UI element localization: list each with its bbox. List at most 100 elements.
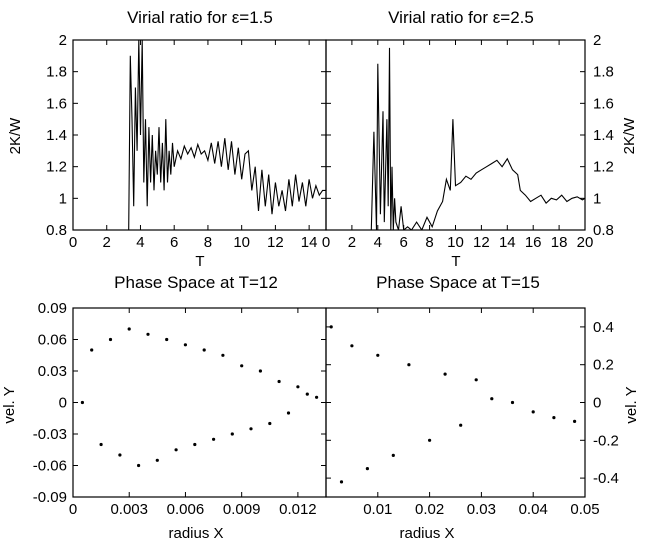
data-point bbox=[428, 438, 432, 442]
data-point bbox=[315, 395, 319, 399]
data-point bbox=[230, 432, 234, 436]
data-point bbox=[339, 480, 344, 484]
x-tick-label: 18 bbox=[551, 234, 568, 251]
x-tick-label: 8 bbox=[204, 234, 212, 251]
y-tick-label: 0 bbox=[593, 395, 601, 412]
title-virial-eps15: Virial ratio for ε=1.5 bbox=[127, 8, 273, 27]
data-point bbox=[108, 337, 113, 342]
x-tick-label: 4 bbox=[136, 234, 144, 251]
data-point bbox=[240, 364, 244, 368]
x-tick-label: 2 bbox=[103, 234, 111, 251]
title-phase-t15: Phase Space at T=15 bbox=[376, 273, 540, 292]
x-tick-label: 10 bbox=[233, 234, 250, 251]
data-point bbox=[137, 463, 141, 468]
xlabel-phase-t12: radius X bbox=[168, 525, 223, 541]
data-point bbox=[155, 458, 159, 462]
x-tick-label: 2 bbox=[348, 234, 356, 251]
y-tick-label: 2 bbox=[59, 32, 67, 49]
y-tick-label: 1.8 bbox=[46, 64, 67, 81]
x-tick-label: 0.006 bbox=[167, 501, 205, 518]
series-line bbox=[370, 47, 585, 230]
data-point bbox=[174, 448, 178, 452]
x-tick-label: 4 bbox=[374, 234, 382, 251]
y-tick-label: 0 bbox=[59, 395, 67, 412]
y-tick-label: -0.4 bbox=[593, 470, 619, 487]
data-point bbox=[90, 348, 94, 352]
scatter-points bbox=[329, 325, 577, 484]
title-virial-eps25: Virial ratio for ε=2.5 bbox=[388, 8, 534, 27]
data-point bbox=[329, 325, 333, 329]
x-tick-label: 0 bbox=[322, 234, 330, 251]
y-tick-label: 0.06 bbox=[38, 332, 67, 349]
data-point bbox=[127, 327, 131, 331]
data-point bbox=[193, 442, 197, 447]
data-point bbox=[258, 369, 262, 373]
x-tick-label: 0.04 bbox=[519, 501, 548, 518]
data-point bbox=[99, 442, 103, 447]
data-point bbox=[80, 400, 84, 405]
data-point bbox=[459, 423, 463, 427]
y-tick-label: 0.8 bbox=[46, 222, 67, 239]
x-tick-label: 14 bbox=[301, 234, 318, 251]
x-tick-label: 0.012 bbox=[279, 501, 317, 518]
series-line bbox=[128, 40, 326, 230]
y-tick-label: 1 bbox=[59, 190, 67, 207]
ylabel-virial-left: 2K/W bbox=[7, 117, 24, 155]
x-tick-label: 20 bbox=[577, 234, 594, 251]
x-tick-label: 0 bbox=[69, 501, 77, 518]
x-tick-label: 6 bbox=[170, 234, 178, 251]
x-tick-label: 16 bbox=[525, 234, 542, 251]
xlabel-phase-t15: radius X bbox=[399, 525, 454, 541]
x-tick-label: 12 bbox=[267, 234, 284, 251]
y-tick-label: 1.6 bbox=[593, 95, 614, 112]
data-point bbox=[202, 348, 206, 352]
x-tick-label: 8 bbox=[425, 234, 433, 251]
data-point bbox=[510, 400, 515, 405]
axes-frame bbox=[72, 307, 327, 498]
y-tick-label: -0.2 bbox=[593, 432, 619, 449]
y-tick-label: -0.06 bbox=[33, 458, 67, 475]
data-point bbox=[573, 419, 577, 423]
x-tick-label: 0.01 bbox=[363, 501, 392, 518]
xlabel-virial-eps15: T bbox=[195, 253, 204, 270]
y-tick-label: -0.09 bbox=[33, 489, 67, 506]
y-tick-label: 0.2 bbox=[593, 357, 614, 374]
data-point bbox=[286, 411, 291, 415]
panel-3: 0 0.003 0.006 0.009 0.012 0.09 0.06 0.03 0 -0.03 -… bbox=[33, 300, 327, 518]
x-tick-label: 0.009 bbox=[223, 501, 261, 518]
y-tick-label: 1.2 bbox=[46, 159, 67, 176]
ylabel-phase-right: vel. Y bbox=[623, 386, 640, 423]
data-point bbox=[490, 397, 494, 401]
y-tick-label: 1.4 bbox=[46, 127, 67, 144]
data-point bbox=[118, 453, 122, 457]
x-tick-label: 0.003 bbox=[110, 501, 148, 518]
x-tick-label: 0 bbox=[69, 234, 77, 251]
axes-frame bbox=[72, 39, 327, 231]
x-tick-label: 14 bbox=[499, 234, 516, 251]
x-tick-label: 6 bbox=[400, 234, 408, 251]
data-point bbox=[296, 385, 300, 389]
data-point bbox=[221, 353, 225, 357]
ylabel-phase-left: vel. Y bbox=[1, 386, 18, 423]
y-tick-label: 2 bbox=[593, 32, 601, 49]
data-point bbox=[376, 353, 380, 357]
panel-1: 0 2 4 6 8 10 12 14 0.8 1 1.2 1.4 1.6 1.8 2 bbox=[46, 32, 327, 251]
data-point bbox=[212, 437, 216, 441]
y-tick-label: 0.8 bbox=[593, 222, 614, 239]
axes-frame bbox=[325, 39, 586, 231]
ylabel-virial-right: 2K/W bbox=[621, 117, 638, 155]
data-point bbox=[165, 337, 169, 342]
y-tick-label: 1.8 bbox=[593, 64, 614, 81]
data-point bbox=[531, 410, 535, 414]
data-point bbox=[365, 467, 369, 471]
data-point bbox=[350, 344, 354, 348]
scatter-points bbox=[80, 327, 319, 468]
y-tick-label: -0.03 bbox=[33, 426, 67, 443]
x-tick-label: 12 bbox=[473, 234, 490, 251]
x-tick-label: 0.02 bbox=[415, 501, 444, 518]
data-point bbox=[305, 392, 309, 396]
y-tick-label: 1.2 bbox=[593, 159, 614, 176]
data-point bbox=[249, 427, 253, 431]
data-point bbox=[443, 372, 447, 376]
data-point bbox=[391, 453, 395, 457]
